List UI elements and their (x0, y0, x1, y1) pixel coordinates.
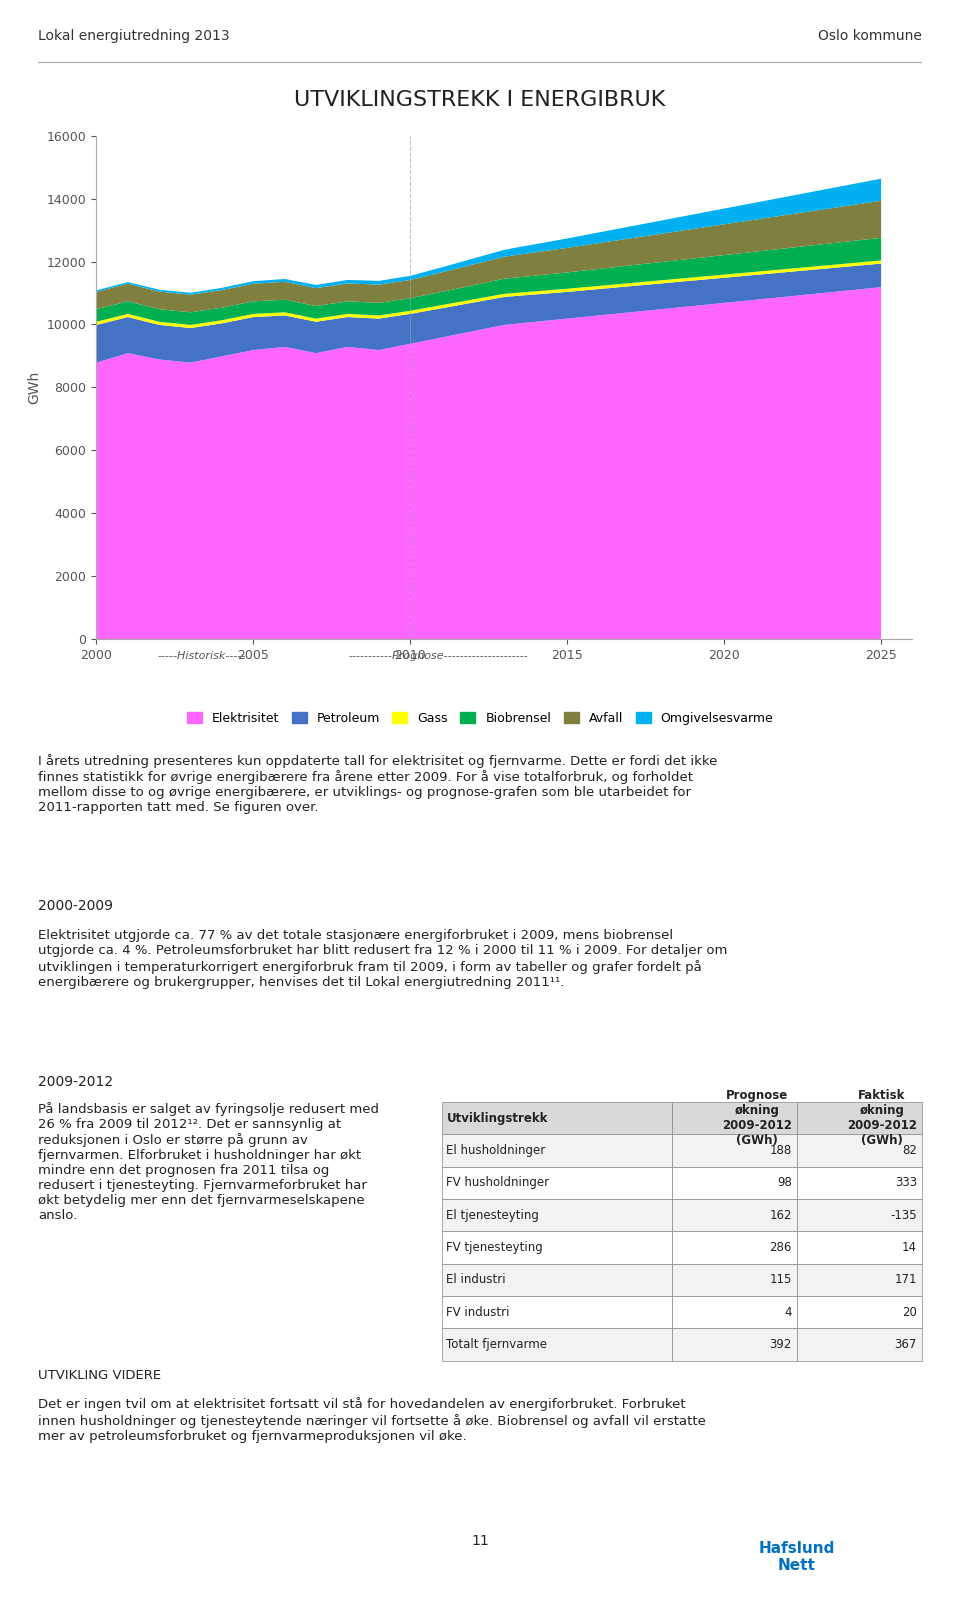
Bar (797, 1166, 922, 1199)
Text: Utviklingstrekk: Utviklingstrekk (446, 1112, 548, 1124)
Text: 14: 14 (901, 1241, 917, 1254)
Text: 171: 171 (895, 1273, 917, 1286)
Text: -----------Prognose---------------------: -----------Prognose--------------------- (348, 652, 529, 661)
Text: 392: 392 (770, 1338, 792, 1351)
Text: El husholdninger: El husholdninger (446, 1143, 545, 1156)
Bar (442, 1166, 672, 1199)
Bar (672, 1102, 797, 1134)
Text: 286: 286 (770, 1241, 792, 1254)
Bar (797, 1134, 922, 1166)
Text: -----Historisk-----: -----Historisk----- (157, 652, 247, 661)
Text: Prognose
økning
2009-2012
(GWh): Prognose økning 2009-2012 (GWh) (722, 1089, 792, 1147)
Text: -135: -135 (890, 1209, 917, 1222)
Bar (672, 1263, 797, 1297)
Text: På landsbasis er salget av fyringsolje redusert med
26 % fra 2009 til 2012¹². De: På landsbasis er salget av fyringsolje r… (38, 1102, 379, 1222)
Text: Lokal energiutredning 2013: Lokal energiutredning 2013 (38, 29, 230, 43)
Text: 367: 367 (895, 1338, 917, 1351)
Bar (672, 1199, 797, 1231)
Text: FV industri: FV industri (446, 1306, 510, 1319)
Text: 188: 188 (770, 1143, 792, 1156)
Text: 115: 115 (770, 1273, 792, 1286)
Text: Totalt fjernvarme: Totalt fjernvarme (446, 1338, 547, 1351)
Text: Faktisk
økning
2009-2012
(GWh): Faktisk økning 2009-2012 (GWh) (847, 1089, 917, 1147)
Text: 2009-2012: 2009-2012 (38, 1075, 113, 1089)
Text: 11: 11 (471, 1535, 489, 1547)
Bar (797, 1102, 922, 1134)
Bar (442, 1329, 672, 1361)
Text: 20: 20 (902, 1306, 917, 1319)
Bar (672, 1134, 797, 1166)
Bar (442, 1102, 672, 1134)
Bar (797, 1199, 922, 1231)
Bar (672, 1231, 797, 1263)
Bar (672, 1329, 797, 1361)
Text: 4: 4 (784, 1306, 792, 1319)
Bar (442, 1263, 672, 1297)
Text: Oslo kommune: Oslo kommune (818, 29, 922, 43)
Text: FV tjenesteyting: FV tjenesteyting (446, 1241, 543, 1254)
Text: Det er ingen tvil om at elektrisitet fortsatt vil stå for hovedandelen av energi: Det er ingen tvil om at elektrisitet for… (38, 1397, 707, 1442)
Text: I årets utredning presenteres kun oppdaterte tall for elektrisitet og fjernvarme: I årets utredning presenteres kun oppdat… (38, 754, 718, 814)
Text: U​TVIKLING VIDERE: U​TVIKLING VIDERE (38, 1369, 161, 1381)
Bar (442, 1199, 672, 1231)
Bar (797, 1329, 922, 1361)
Legend: Elektrisitet, Petroleum, Gass, Biobrensel, Avfall, Omgivelsesvarme: Elektrisitet, Petroleum, Gass, Biobrense… (181, 707, 779, 730)
Text: El tjenesteyting: El tjenesteyting (446, 1209, 540, 1222)
Y-axis label: GWh: GWh (27, 371, 41, 404)
Text: 333: 333 (895, 1177, 917, 1190)
Bar (797, 1263, 922, 1297)
Bar (442, 1297, 672, 1329)
Bar (672, 1297, 797, 1329)
Text: FV husholdninger: FV husholdninger (446, 1177, 549, 1190)
Text: 2000-2009: 2000-2009 (38, 899, 113, 913)
Text: Hafslund
Nett: Hafslund Nett (758, 1541, 835, 1573)
Text: 162: 162 (770, 1209, 792, 1222)
Bar (797, 1231, 922, 1263)
Text: 98: 98 (778, 1177, 792, 1190)
Text: El industri: El industri (446, 1273, 506, 1286)
Bar (442, 1231, 672, 1263)
Bar (672, 1166, 797, 1199)
Text: Elektrisitet utgjorde ca. 77 % av det totale stasjonære energiforbruket i 2009, : Elektrisitet utgjorde ca. 77 % av det to… (38, 929, 728, 989)
Bar (442, 1134, 672, 1166)
Text: U​TVIKLINGSTREKK I ENERGIBRUK: U​TVIKLINGSTREKK I ENERGIBRUK (295, 89, 665, 110)
Bar (797, 1297, 922, 1329)
Text: 82: 82 (902, 1143, 917, 1156)
